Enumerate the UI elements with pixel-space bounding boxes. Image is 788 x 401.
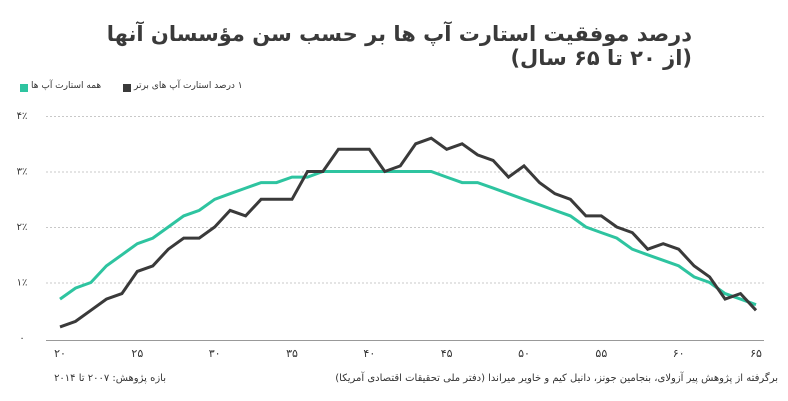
- legend-swatch-dark: [123, 84, 131, 92]
- y-tick-label: ۲٪: [17, 222, 28, 233]
- study-period-note: بازه پژوهش: ۲۰۰۷ تا ۲۰۱۴: [54, 373, 166, 384]
- series-lines: [59, 136, 758, 329]
- x-tick-label: ۵۵: [595, 347, 607, 360]
- x-tick-label: ۳۵: [286, 347, 298, 360]
- x-tick-label: ۶۰: [673, 347, 685, 360]
- y-tick-label: ۰: [19, 333, 24, 344]
- x-tick-label: ۲۵: [131, 347, 143, 360]
- legend: همه استارت آپ ها ۱ درصد استارت آپ های بر…: [20, 81, 243, 95]
- axis-labels: ۰ ۱٪ ۲٪ ۳٪ ۴٪ ۲۰ ۲۵ ۳۰ ۳۵ ۴۰ ۴۵ ۵۰ ۵۵ ۶۰ ۶۵: [17, 111, 764, 360]
- legend-label-all-startups: همه استارت آپ ها: [31, 81, 102, 91]
- y-tick-label: ۱٪: [17, 278, 28, 289]
- source-note: برگرفته از پژوهش پیر آزولای، بنجامین جون…: [335, 373, 778, 384]
- y-tick-label: ۳٪: [17, 167, 28, 178]
- x-tick-label: ۶۵: [750, 347, 762, 360]
- chart-title: درصد موفقیت استارت آپ ها بر حسب سن مؤسسا…: [106, 22, 692, 70]
- series-line-top-startups: [59, 136, 758, 329]
- y-tick-label: ۴٪: [17, 111, 28, 122]
- series-line-all-startups: [59, 170, 757, 307]
- x-tick-label: ۴۰: [363, 347, 375, 360]
- x-tick-label: ۵۰: [518, 347, 530, 360]
- legend-swatch-green: [20, 84, 28, 92]
- x-tick-label: ۳۰: [209, 347, 221, 360]
- x-tick-label: ۲۰: [54, 347, 66, 360]
- x-tick-label: ۴۵: [441, 347, 453, 360]
- legend-label-top-startups: ۱ درصد استارت آپ های برتر: [134, 81, 243, 91]
